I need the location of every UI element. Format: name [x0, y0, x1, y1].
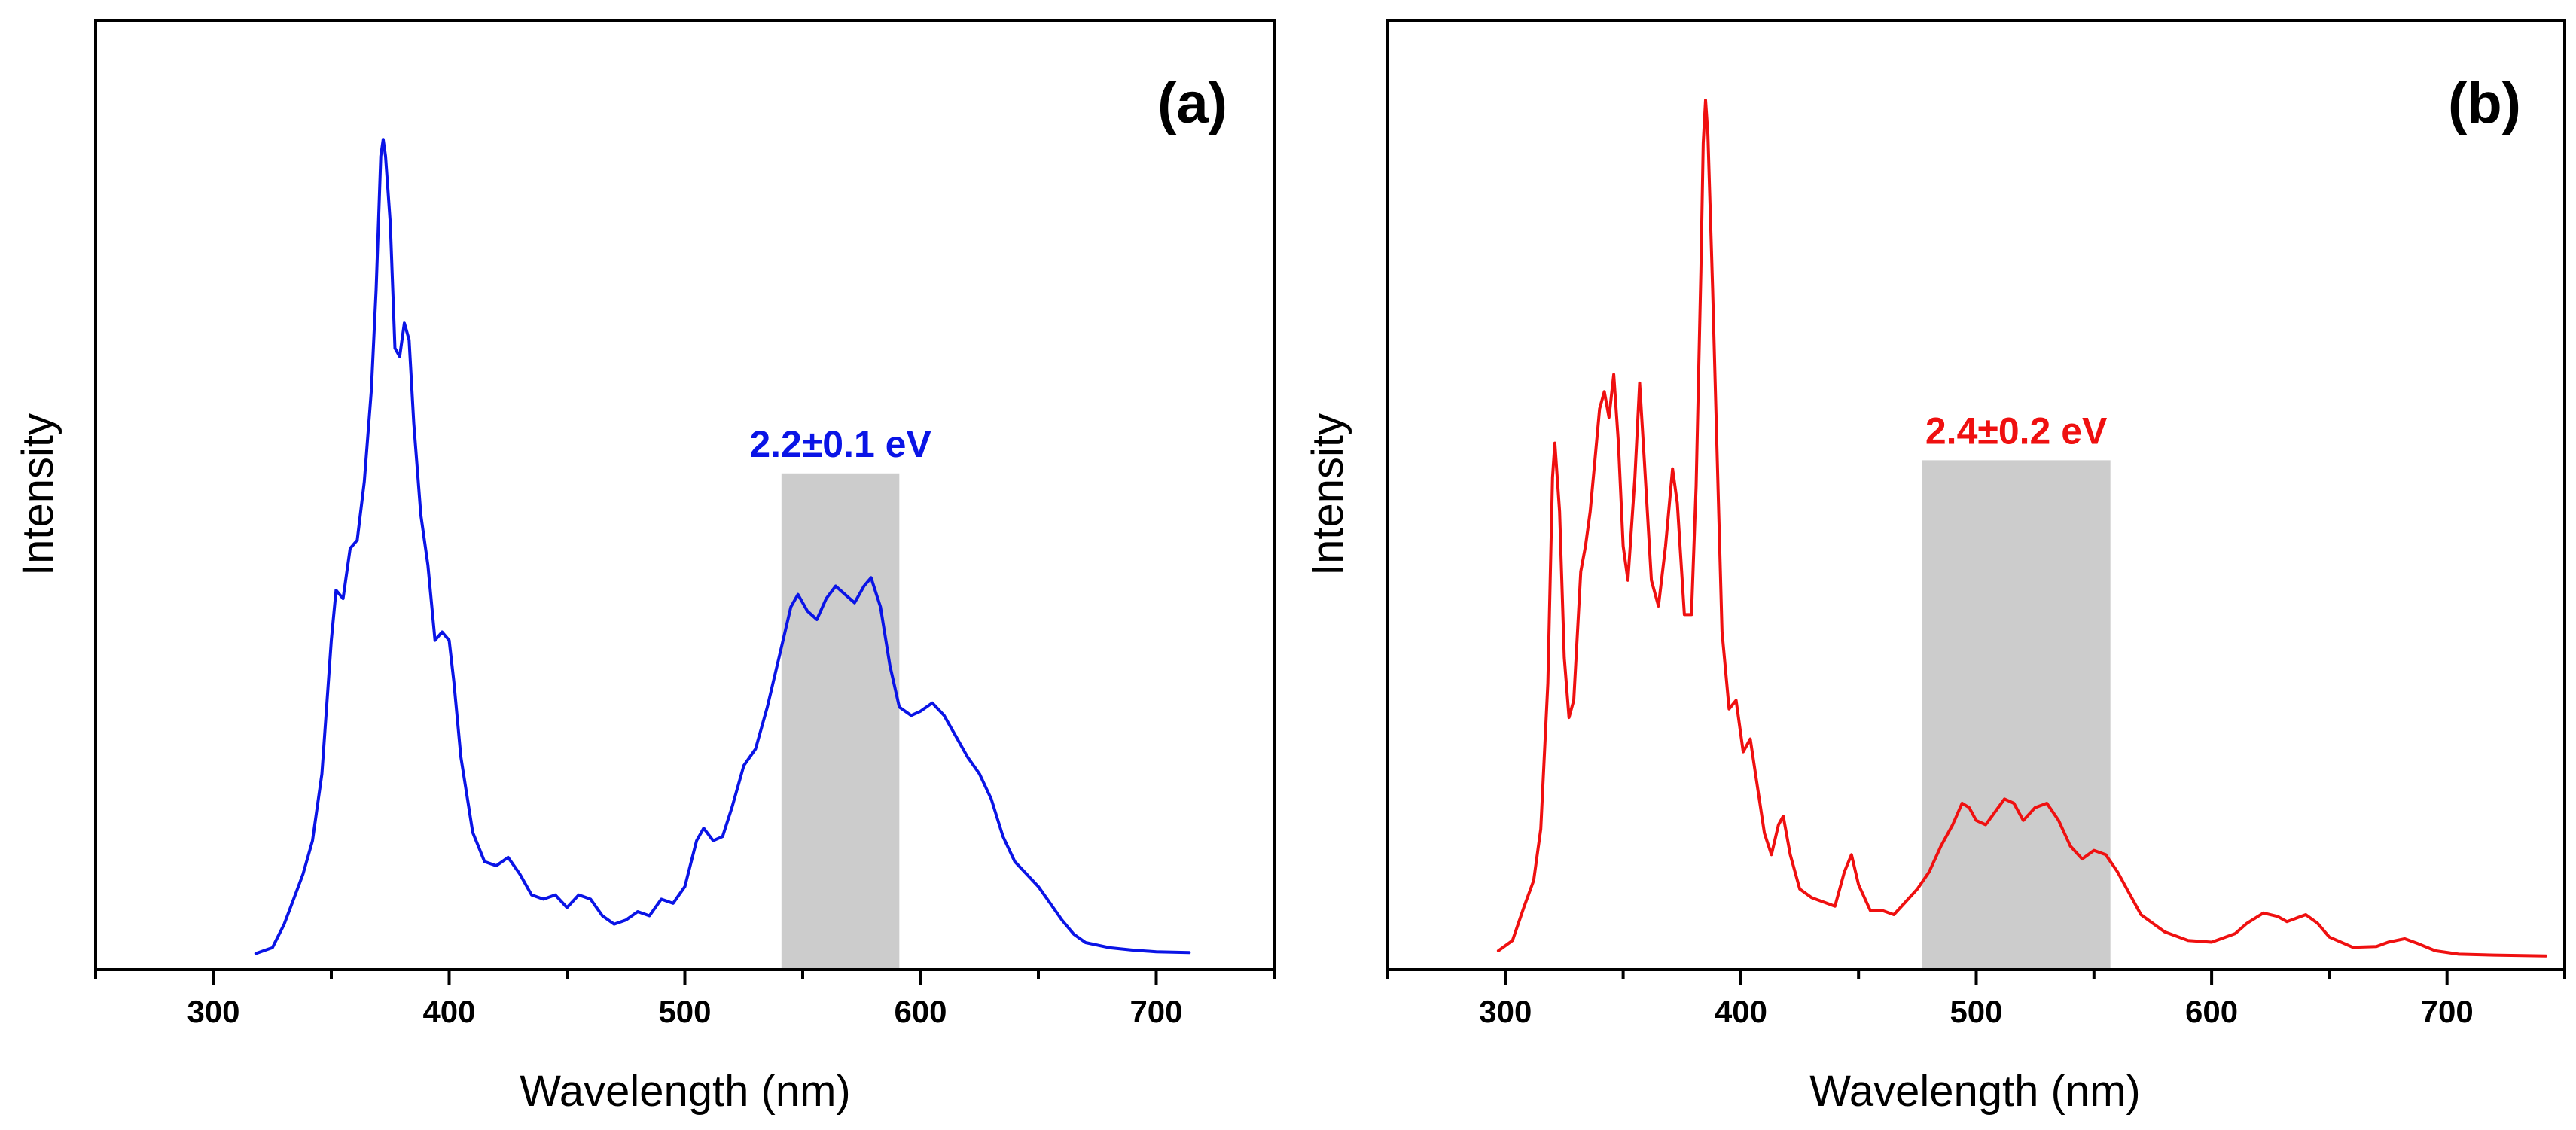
- panel-b: 300 400 500 600 700 (b) Wavelength (nm) Inte…: [1303, 19, 2566, 1116]
- panel-label-b: (b): [2448, 72, 2521, 136]
- band-label-b: 2.4±0.2 eV: [1925, 410, 2108, 452]
- x-tick-label-b: 500: [1950, 994, 2002, 1029]
- x-tick-label-a: 600: [894, 994, 947, 1029]
- x-axis-label-a: Wavelength (nm): [520, 1067, 850, 1116]
- spectrum-line-a: [254, 138, 1191, 955]
- x-axis-label-b: Wavelength (nm): [1809, 1067, 2140, 1116]
- highlight-band-a: [781, 473, 900, 968]
- band-label-a: 2.2±0.1 eV: [749, 423, 931, 465]
- highlight-band-b: [1922, 460, 2111, 968]
- panel-label-a: (a): [1157, 72, 1227, 136]
- plot-frame-a: [94, 19, 1276, 971]
- panel-a: 300 400 500 600 700 (a) Wavelength (nm) Inte…: [14, 19, 1276, 1116]
- x-tick-label-b: 300: [1479, 994, 1532, 1029]
- x-tick-label-a: 500: [658, 994, 711, 1029]
- x-tick-label-a: 400: [422, 994, 475, 1029]
- y-axis-label-b: Intensity: [1303, 413, 1352, 576]
- x-tick-label-b: 600: [2185, 994, 2238, 1029]
- x-tick-label-a: 300: [187, 994, 239, 1029]
- y-axis-label-a: Intensity: [14, 413, 62, 576]
- x-tick-label-b: 400: [1715, 994, 1767, 1029]
- x-tick-label-a: 700: [1129, 994, 1182, 1029]
- x-tick-label-b: 700: [2421, 994, 2474, 1029]
- spectrum-line-b: [1496, 99, 2547, 958]
